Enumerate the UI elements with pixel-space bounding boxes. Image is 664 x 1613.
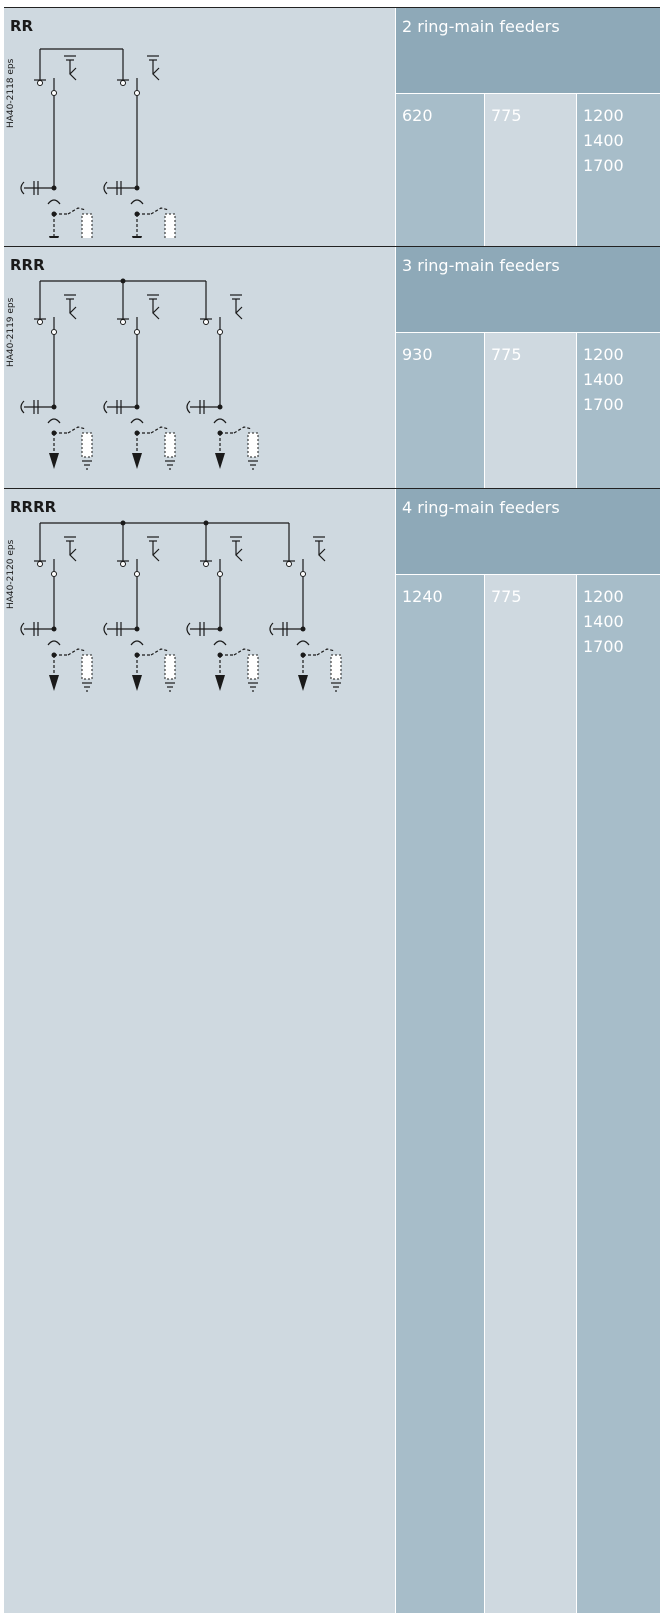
feeder-unit — [103, 55, 176, 238]
height-cell: 1200 1400 1700 — [577, 333, 660, 488]
feeders-label: 3 ring-main feeders — [402, 256, 560, 275]
feeders-header: 2 ring-main feeders — [396, 8, 660, 93]
width-cell: 1240 — [396, 575, 484, 1613]
width-value: 620 — [402, 106, 433, 125]
feeders-label: 2 ring-main feeders — [402, 17, 560, 36]
height-value: 1200 — [583, 106, 624, 125]
height-values: 1200 1400 1700 — [583, 342, 624, 417]
height-values: 1200 1400 1700 — [583, 584, 624, 659]
row-code: RRRR — [10, 498, 57, 516]
row-divider — [4, 246, 660, 247]
feeder-unit — [20, 55, 93, 238]
row-divider — [4, 7, 660, 8]
feeder-unit — [20, 294, 93, 470]
feeder-unit — [20, 536, 93, 692]
depth-value: 775 — [491, 587, 522, 606]
row-code: RR — [10, 17, 34, 35]
feeder-unit — [186, 294, 259, 470]
row-rrrr-diagram-cell: RRRR HA40-2120 eps — [4, 489, 395, 1613]
feeders-header: 3 ring-main feeders — [396, 247, 660, 332]
feeders-header: 4 ring-main feeders — [396, 489, 660, 574]
height-value: 1400 — [583, 131, 624, 150]
height-value: 1400 — [583, 612, 624, 631]
row-rrr-diagram-cell: RRR HA40-2119 eps — [4, 247, 395, 488]
depth-cell: 775 — [485, 575, 576, 1613]
row-divider — [4, 488, 660, 489]
width-value: 1240 — [402, 587, 443, 606]
single-line-diagram-rrr — [20, 278, 259, 470]
height-values: 1200 1400 1700 — [583, 103, 624, 178]
height-value: 1200 — [583, 587, 624, 606]
depth-cell: 775 — [485, 333, 576, 488]
row-code: RRR — [10, 256, 45, 274]
width-cell: 620 — [396, 94, 484, 246]
depth-value: 775 — [491, 106, 522, 125]
row-rr-diagram-cell: RR HA40-2118 eps — [4, 8, 395, 246]
depth-cell: 775 — [485, 94, 576, 246]
height-value: 1700 — [583, 156, 624, 175]
height-cell: 1200 1400 1700 — [577, 94, 660, 246]
feeder-unit — [103, 294, 176, 470]
feeders-label: 4 ring-main feeders — [402, 498, 560, 517]
feeder-unit — [186, 536, 259, 692]
feeder-unit — [269, 536, 342, 692]
height-value: 1200 — [583, 345, 624, 364]
single-line-diagram-rr — [20, 48, 176, 238]
height-value: 1700 — [583, 395, 624, 414]
height-value: 1400 — [583, 370, 624, 389]
width-value: 930 — [402, 345, 433, 364]
depth-value: 775 — [491, 345, 522, 364]
feeder-unit — [103, 536, 176, 692]
single-line-diagram-rrrr — [20, 520, 342, 692]
height-cell: 1200 1400 1700 — [577, 575, 660, 1613]
height-value: 1700 — [583, 637, 624, 656]
width-cell: 930 — [396, 333, 484, 488]
